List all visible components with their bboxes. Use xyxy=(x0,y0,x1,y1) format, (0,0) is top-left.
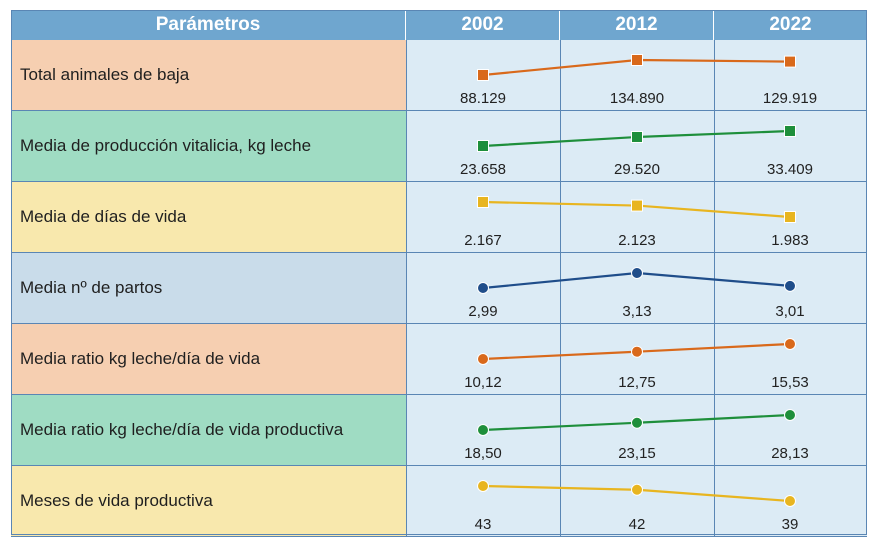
row-label: Media nº de partos xyxy=(11,253,406,324)
data-label: 29.520 xyxy=(614,161,660,178)
value-cell xyxy=(714,324,867,395)
trend-lines xyxy=(477,54,796,507)
data-label: 1.983 xyxy=(771,232,809,249)
data-label: 129.919 xyxy=(762,90,818,107)
data-label: 43 xyxy=(474,516,492,533)
data-label: 18,50 xyxy=(464,445,502,462)
header-year-2002: 2002 xyxy=(406,10,560,40)
row-label: Media ratio kg leche/día de vida xyxy=(11,324,406,395)
data-point xyxy=(631,345,643,358)
row-label: Media de producción vitalicia, kg leche xyxy=(11,111,406,182)
value-cell xyxy=(560,466,714,537)
header-parametros: Parámetros xyxy=(11,10,406,40)
data-label: 15,53 xyxy=(771,374,809,391)
data-point xyxy=(631,199,643,212)
row-label: Media ratio kg leche/día de vida product… xyxy=(11,395,406,466)
data-point xyxy=(477,282,489,294)
header-year-2012: 2012 xyxy=(560,10,714,40)
data-label: 2.167 xyxy=(464,232,502,249)
data-label: 2.123 xyxy=(618,232,656,249)
value-cell xyxy=(560,111,714,182)
data-label: 12,75 xyxy=(618,374,656,391)
data-point xyxy=(477,69,489,81)
value-cell xyxy=(714,40,867,111)
data-point xyxy=(631,483,643,496)
data-label: 23.658 xyxy=(460,161,506,178)
value-cell xyxy=(714,111,867,182)
data-point xyxy=(784,338,796,350)
data-label: 23,15 xyxy=(618,445,656,462)
data-point xyxy=(477,424,489,436)
data-label: 134.890 xyxy=(609,90,665,107)
data-label: 2,99 xyxy=(468,303,498,320)
data-label: 3,01 xyxy=(775,303,805,320)
header-year-2022: 2022 xyxy=(714,10,867,40)
value-cell xyxy=(560,395,714,466)
data-point xyxy=(784,55,796,68)
value-cell xyxy=(406,466,560,537)
value-cell xyxy=(714,395,867,466)
value-cell xyxy=(560,182,714,253)
data-point xyxy=(784,409,796,421)
data-label: 10,12 xyxy=(464,374,502,391)
row-label: Media de días de vida xyxy=(11,182,406,253)
data-point xyxy=(477,353,489,365)
value-cell xyxy=(560,40,714,111)
data-point xyxy=(477,480,489,492)
value-cell xyxy=(560,253,714,324)
data-point xyxy=(477,196,489,208)
data-point xyxy=(631,267,643,279)
data-point xyxy=(631,54,643,66)
data-point xyxy=(784,495,796,507)
data-point xyxy=(631,416,643,429)
data-point xyxy=(631,130,643,143)
data-label: 3,13 xyxy=(622,303,652,320)
data-label: 28,13 xyxy=(771,445,809,462)
row-label: Meses de vida productiva xyxy=(11,466,406,537)
data-label: 42 xyxy=(628,516,646,533)
value-cell xyxy=(406,182,560,253)
data-label: 33.409 xyxy=(767,161,813,178)
data-table: Parámetros 2002 2012 2022 Total animales… xyxy=(11,10,867,537)
row-label: Total animales de baja xyxy=(11,40,406,111)
data-point xyxy=(477,140,489,152)
data-label: 88.129 xyxy=(460,90,506,107)
value-cell xyxy=(560,324,714,395)
data-label: 39 xyxy=(781,516,799,533)
data-point xyxy=(784,211,796,223)
data-point xyxy=(784,279,796,292)
data-point xyxy=(784,125,796,137)
